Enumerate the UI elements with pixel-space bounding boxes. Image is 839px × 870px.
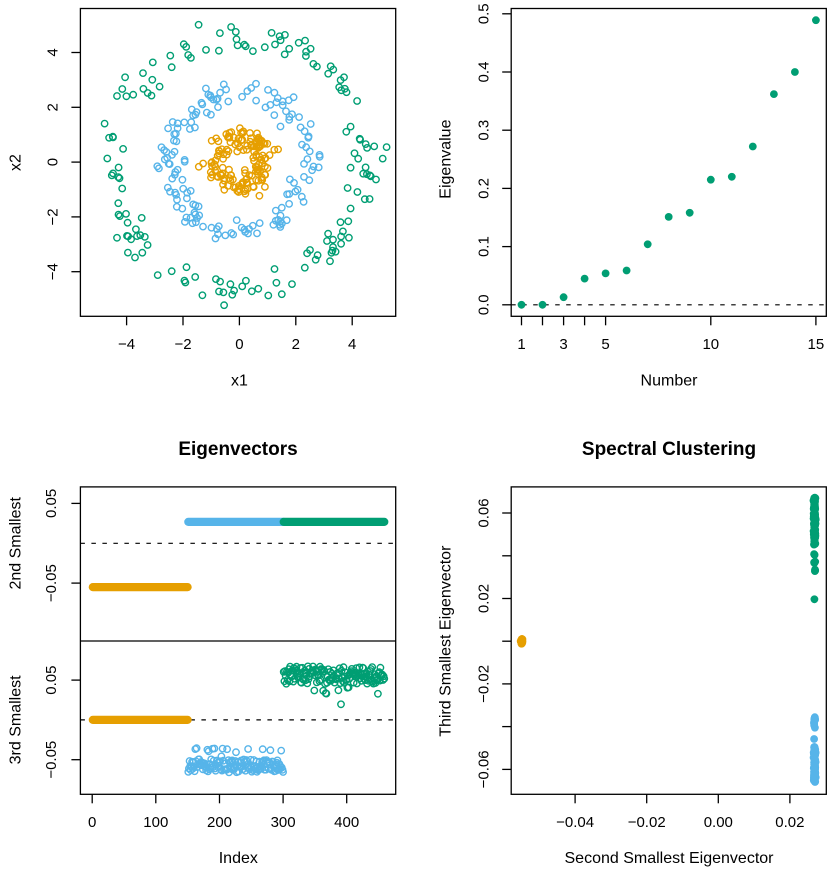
svg-text:0.05: 0.05 xyxy=(43,665,60,694)
svg-text:1: 1 xyxy=(517,336,525,353)
svg-text:x2: x2 xyxy=(7,154,24,171)
svg-text:0.1: 0.1 xyxy=(476,236,493,257)
svg-text:−4: −4 xyxy=(45,263,62,280)
svg-text:0: 0 xyxy=(235,336,243,353)
svg-text:400: 400 xyxy=(334,814,359,831)
svg-text:2nd Smallest: 2nd Smallest xyxy=(7,497,24,590)
svg-text:0: 0 xyxy=(45,158,62,166)
svg-text:0.3: 0.3 xyxy=(476,120,493,141)
svg-text:−0.05: −0.05 xyxy=(43,741,60,779)
svg-text:−0.02: −0.02 xyxy=(628,814,666,831)
svg-text:0.4: 0.4 xyxy=(476,62,493,83)
svg-text:200: 200 xyxy=(207,814,232,831)
svg-text:15: 15 xyxy=(808,336,825,353)
svg-text:10: 10 xyxy=(702,336,719,353)
svg-text:−2: −2 xyxy=(45,208,62,225)
svg-text:−0.05: −0.05 xyxy=(43,564,60,602)
svg-text:0.02: 0.02 xyxy=(775,814,804,831)
svg-text:3: 3 xyxy=(559,336,567,353)
svg-text:100: 100 xyxy=(143,814,168,831)
svg-text:4: 4 xyxy=(348,336,356,353)
svg-text:300: 300 xyxy=(271,814,296,831)
svg-text:2: 2 xyxy=(292,336,300,353)
svg-text:Index: Index xyxy=(219,850,258,867)
svg-text:5: 5 xyxy=(601,336,609,353)
svg-text:−0.04: −0.04 xyxy=(556,814,594,831)
svg-text:0.00: 0.00 xyxy=(704,814,733,831)
svg-text:0: 0 xyxy=(88,814,96,831)
svg-text:0.0: 0.0 xyxy=(476,294,493,315)
svg-text:Eigenvectors: Eigenvectors xyxy=(178,439,297,460)
svg-text:0.06: 0.06 xyxy=(476,498,493,527)
svg-text:4: 4 xyxy=(45,48,62,56)
svg-text:Number: Number xyxy=(641,372,699,389)
svg-text:−2: −2 xyxy=(174,336,191,353)
svg-text:Eigenvalue: Eigenvalue xyxy=(438,119,455,198)
svg-text:0.2: 0.2 xyxy=(476,178,493,199)
svg-text:Second Smallest Eigenvector: Second Smallest Eigenvector xyxy=(565,850,775,867)
svg-text:Spectral Clustering: Spectral Clustering xyxy=(582,439,756,460)
svg-text:Third Smallest Eigenvector: Third Smallest Eigenvector xyxy=(438,545,455,737)
svg-text:3rd Smallest: 3rd Smallest xyxy=(7,675,24,764)
svg-text:−4: −4 xyxy=(118,336,135,353)
svg-text:0.05: 0.05 xyxy=(43,489,60,518)
svg-text:0.02: 0.02 xyxy=(476,584,493,613)
svg-text:−0.02: −0.02 xyxy=(476,665,493,703)
svg-text:−0.06: −0.06 xyxy=(476,750,493,788)
svg-text:2: 2 xyxy=(45,103,62,111)
svg-text:x1: x1 xyxy=(231,372,248,389)
svg-text:0.5: 0.5 xyxy=(476,3,493,24)
